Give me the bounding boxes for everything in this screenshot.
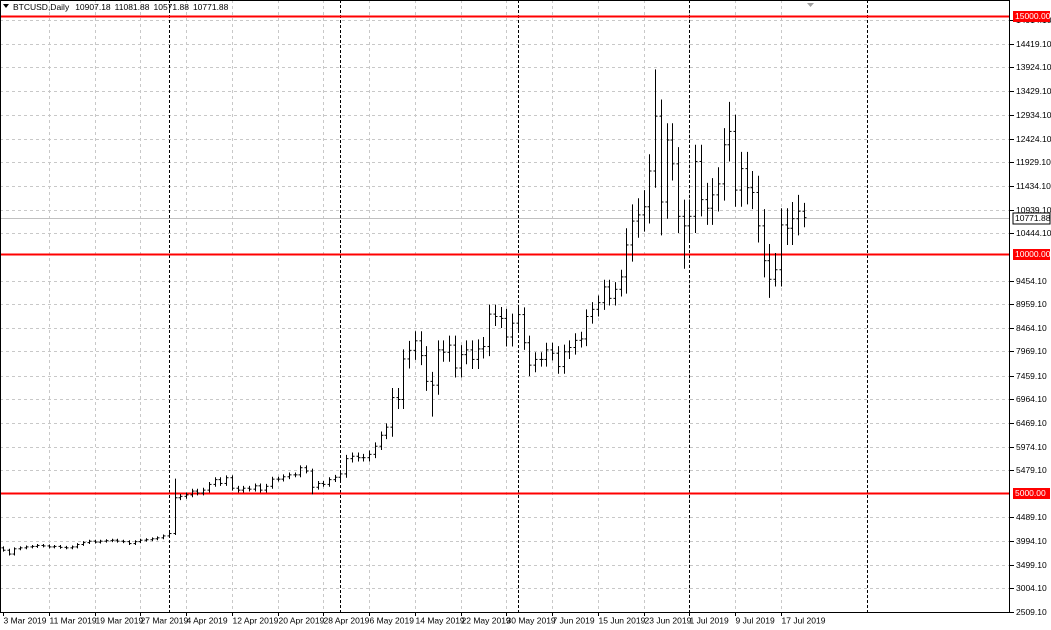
y-tick-label: 5479.10 (1016, 465, 1047, 475)
x-tick-label: 7 Jun 2019 (553, 615, 595, 625)
x-tick-label: 6 May 2019 (370, 615, 415, 625)
x-tick-label: 20 Apr 2019 (279, 615, 325, 625)
x-tick-label: 15 Jun 2019 (599, 615, 646, 625)
header-high: 11081.88 (115, 2, 150, 12)
levels (0, 15, 1010, 495)
axis: 14914.1014419.1013924.1013429.1012934.10… (3, 11, 1051, 625)
x-tick-label: 14 May 2019 (416, 615, 465, 625)
price-label: 10771.88 (1015, 213, 1051, 223)
period-separators (169, 0, 868, 612)
y-tick-label: 9454.10 (1016, 276, 1047, 286)
y-tick-label: 3004.10 (1016, 583, 1047, 593)
x-tick-label: 3 Mar 2019 (4, 615, 47, 625)
x-tick-label: 19 Mar 2019 (96, 615, 144, 625)
y-tick-label: 6964.10 (1016, 394, 1047, 404)
y-tick-label: 7459.10 (1016, 371, 1047, 381)
header-close: 10771.88 (193, 2, 229, 12)
y-tick-label: 13924.10 (1016, 62, 1051, 72)
x-tick-label: 27 Mar 2019 (141, 615, 189, 625)
x-tick-label: 11 Mar 2019 (50, 615, 97, 625)
y-tick-label: 12934.10 (1016, 110, 1051, 120)
y-tick-label: 13429.10 (1016, 86, 1051, 96)
y-tick-label: 10444.10 (1016, 228, 1051, 238)
level-label-box (1013, 488, 1050, 499)
y-tick-label: 4489.10 (1016, 512, 1047, 522)
x-tick-label: 12 Apr 2019 (233, 615, 279, 625)
x-tick-label: 22 May 2019 (462, 615, 511, 625)
level-label-box (1013, 11, 1050, 22)
header: BTCUSD,Daily 10907.18 11081.88 10571.88 1077… (13, 2, 229, 12)
y-tick-label: 6469.10 (1016, 418, 1047, 428)
plot-frame (0, 0, 1010, 613)
x-tick-label: 9 Jul 2019 (736, 615, 775, 625)
bars (1, 69, 807, 556)
level-label-box (1013, 249, 1050, 260)
level-label: 10000.00 (1015, 249, 1051, 259)
level-label: 15000.00 (1015, 11, 1051, 21)
x-tick-label: 23 Jun 2019 (645, 615, 692, 625)
y-tick-label: 8464.10 (1016, 323, 1047, 333)
y-tick-label: 8959.10 (1016, 299, 1047, 309)
level-label: 5000.00 (1015, 488, 1046, 498)
y-tick-label: 14419.10 (1016, 39, 1051, 49)
y-tick-label: 11434.10 (1016, 181, 1051, 191)
y-tick-label: 5974.10 (1016, 442, 1047, 452)
y-tick-label: 12424.10 (1016, 134, 1051, 144)
header-open: 10907.18 (75, 2, 111, 12)
y-tick-label: 2509.10 (1016, 607, 1047, 617)
x-tick-label: 30 May 2019 (507, 615, 556, 625)
y-tick-label: 7969.10 (1016, 346, 1047, 356)
y-tick-label: 10939.10 (1016, 205, 1051, 215)
symbol: BTCUSD,Daily (13, 2, 70, 12)
shift-marker[interactable] (807, 3, 814, 7)
x-tick-label: 4 Apr 2019 (187, 615, 228, 625)
x-tick-label: 28 Apr 2019 (324, 615, 370, 625)
menu-arrow[interactable] (3, 4, 9, 8)
price-label-box (1012, 212, 1051, 225)
header-low: 10571.88 (153, 2, 189, 12)
y-tick-label: 3994.10 (1016, 536, 1047, 546)
y-tick-label: 11929.10 (1016, 157, 1051, 167)
x-tick-label: 17 Jul 2019 (782, 615, 826, 625)
y-tick-label: 3499.10 (1016, 560, 1047, 570)
x-tick-label: 1 Jul 2019 (690, 615, 729, 625)
